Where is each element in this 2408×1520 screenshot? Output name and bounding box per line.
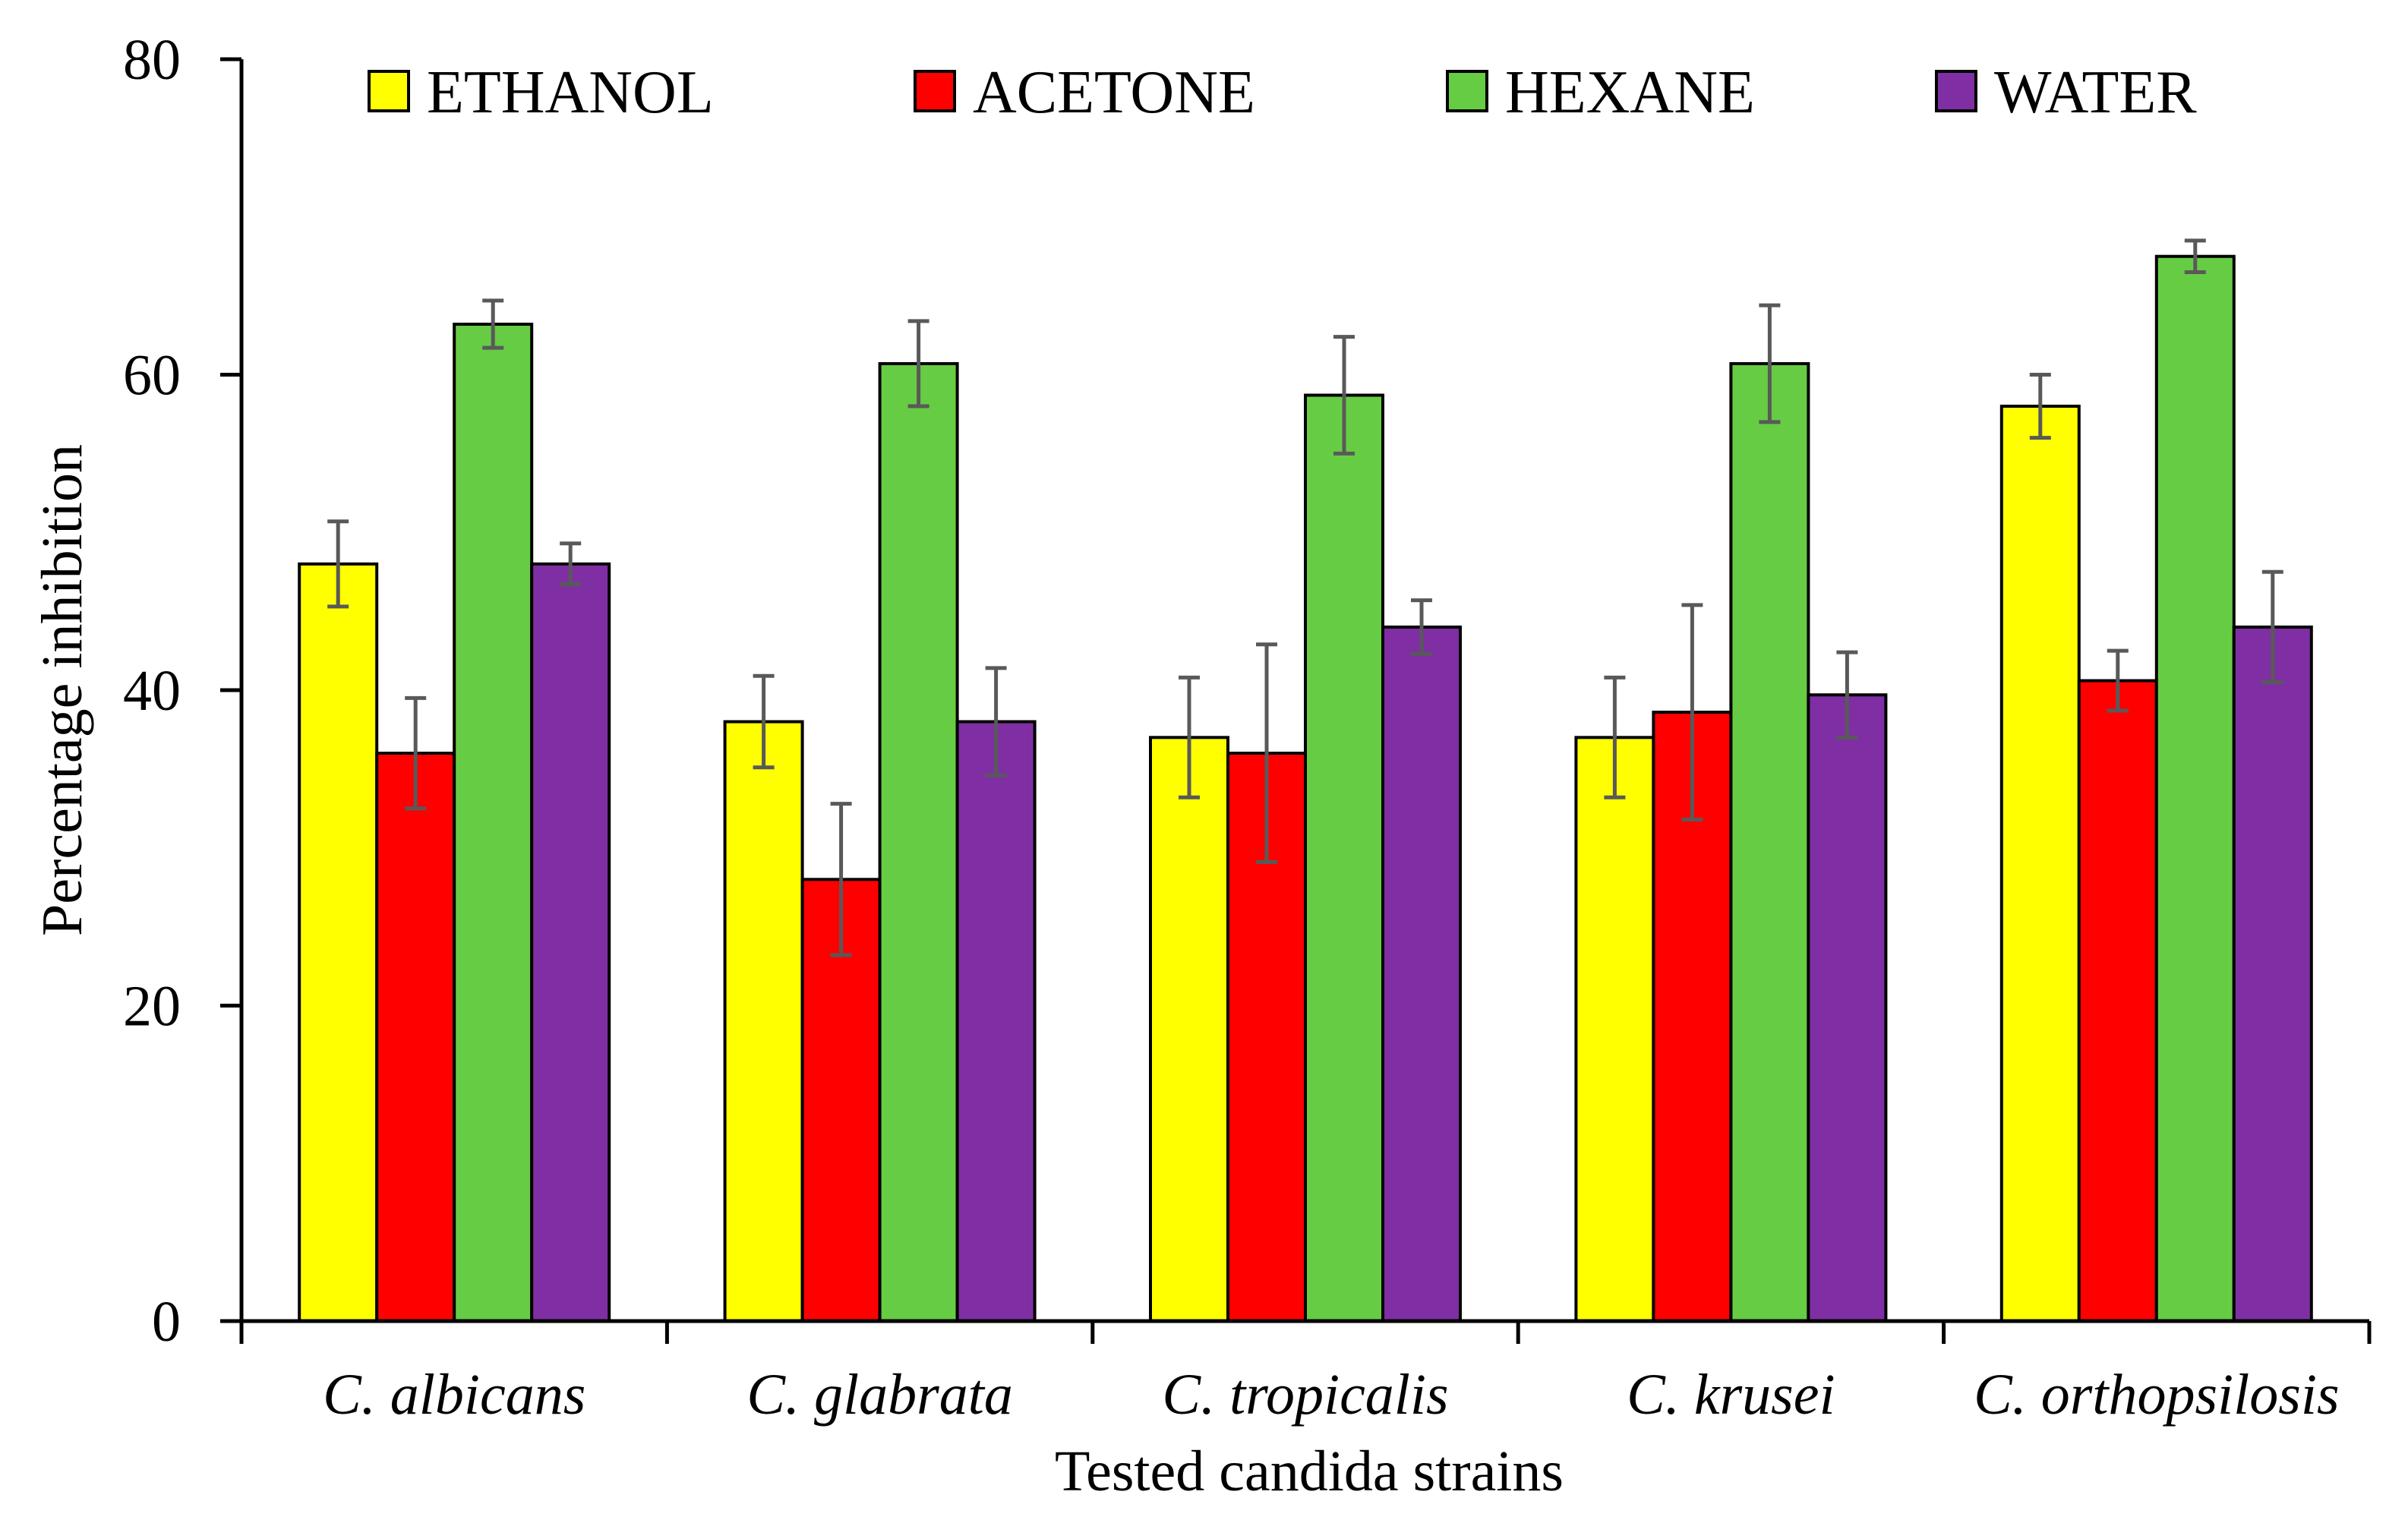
- bar-hexane-c-tropicalis: [1304, 393, 1384, 1323]
- error-bars-layer: [327, 238, 2283, 957]
- legend-item-hexane: HEXANE: [1446, 59, 1755, 126]
- error-bar-acetone-c-albicans: [405, 695, 427, 811]
- legend-label: HEXANE: [1505, 59, 1755, 126]
- bar-ethanol-c-albicans: [298, 562, 379, 1323]
- bar-ethanol-c-tropicalis: [1149, 736, 1229, 1323]
- legend-item-ethanol: ETHANOL: [368, 59, 714, 126]
- error-bar-water-c-tropicalis: [1411, 598, 1432, 656]
- error-bar-hexane-c-albicans: [482, 298, 504, 350]
- error-bar-acetone-c-krusei: [1681, 603, 1703, 821]
- error-bar-ethanol-c-orthopsilosis: [2029, 373, 2051, 440]
- error-bar-water-c-krusei: [1836, 650, 1858, 740]
- x-category-label: C. orthopsilosis: [1974, 1363, 2339, 1427]
- bar-acetone-c-albicans: [375, 752, 456, 1323]
- y-axis-title: Percentage inhibition: [30, 444, 94, 936]
- bar-acetone-c-orthopsilosis: [2077, 679, 2158, 1323]
- x-category-label: C. tropicalis: [1162, 1363, 1448, 1427]
- bar-ethanol-c-glabrata: [723, 720, 804, 1323]
- error-bar-hexane-c-tropicalis: [1333, 335, 1355, 456]
- legend: ETHANOL ACETONE HEXANE WATER: [368, 59, 2197, 126]
- legend-item-acetone: ACETONE: [914, 59, 1255, 126]
- legend-item-water: WATER: [1935, 59, 2197, 126]
- bar-ethanol-c-krusei: [1574, 736, 1655, 1323]
- bar-hexane-c-krusei: [1729, 361, 1810, 1323]
- bar-water-c-tropicalis: [1381, 625, 1462, 1323]
- legend-label: WATER: [1994, 59, 2197, 126]
- x-category-label: C. albicans: [323, 1363, 585, 1427]
- y-tick-label: 20: [123, 975, 181, 1039]
- error-bar-water-c-glabrata: [985, 666, 1007, 777]
- error-bar-ethanol-c-glabrata: [753, 673, 775, 770]
- error-bar-acetone-c-tropicalis: [1256, 642, 1277, 864]
- error-bar-water-c-albicans: [560, 541, 582, 587]
- bar-hexane-c-glabrata: [878, 361, 959, 1323]
- y-ticks-layer: 0 20 40 60 80: [123, 28, 241, 1354]
- bars-layer: [298, 254, 2313, 1323]
- legend-label: ETHANOL: [427, 59, 714, 126]
- error-bar-hexane-c-orthopsilosis: [2184, 238, 2206, 274]
- legend-swatch: [368, 70, 410, 112]
- x-category-label: C. krusei: [1627, 1363, 1835, 1427]
- bar-hexane-c-albicans: [453, 323, 534, 1323]
- bar-water-c-orthopsilosis: [2232, 625, 2313, 1323]
- error-bar-ethanol-c-krusei: [1604, 675, 1626, 799]
- y-tick-label: 40: [123, 659, 181, 723]
- error-bar-hexane-c-glabrata: [907, 319, 929, 408]
- error-bar-water-c-orthopsilosis: [2261, 569, 2283, 685]
- bar-water-c-albicans: [530, 562, 611, 1323]
- y-tick-label: 0: [152, 1290, 181, 1354]
- legend-swatch: [914, 70, 956, 112]
- x-ticks-layer: C. albicans C. glabrata C. tropicalis C. kr…: [239, 1321, 2372, 1427]
- error-bar-acetone-c-glabrata: [830, 802, 852, 957]
- legend-label: ACETONE: [973, 59, 1255, 126]
- bar-ethanol-c-orthopsilosis: [1999, 405, 2081, 1323]
- legend-swatch: [1446, 70, 1488, 112]
- legend-swatch: [1935, 70, 1977, 112]
- y-tick-label: 60: [123, 344, 181, 408]
- error-bar-ethanol-c-albicans: [327, 519, 349, 609]
- x-axis-title: Tested candida strains: [1055, 1440, 1564, 1503]
- x-category-label: C. glabrata: [746, 1363, 1013, 1427]
- bar-hexane-c-orthopsilosis: [2154, 254, 2236, 1323]
- bar-water-c-krusei: [1807, 693, 1888, 1323]
- error-bar-acetone-c-orthopsilosis: [2107, 648, 2129, 713]
- bar-water-c-glabrata: [955, 720, 1037, 1323]
- error-bar-hexane-c-krusei: [1759, 303, 1781, 424]
- error-bar-ethanol-c-tropicalis: [1179, 675, 1200, 799]
- y-tick-label: 80: [123, 28, 181, 92]
